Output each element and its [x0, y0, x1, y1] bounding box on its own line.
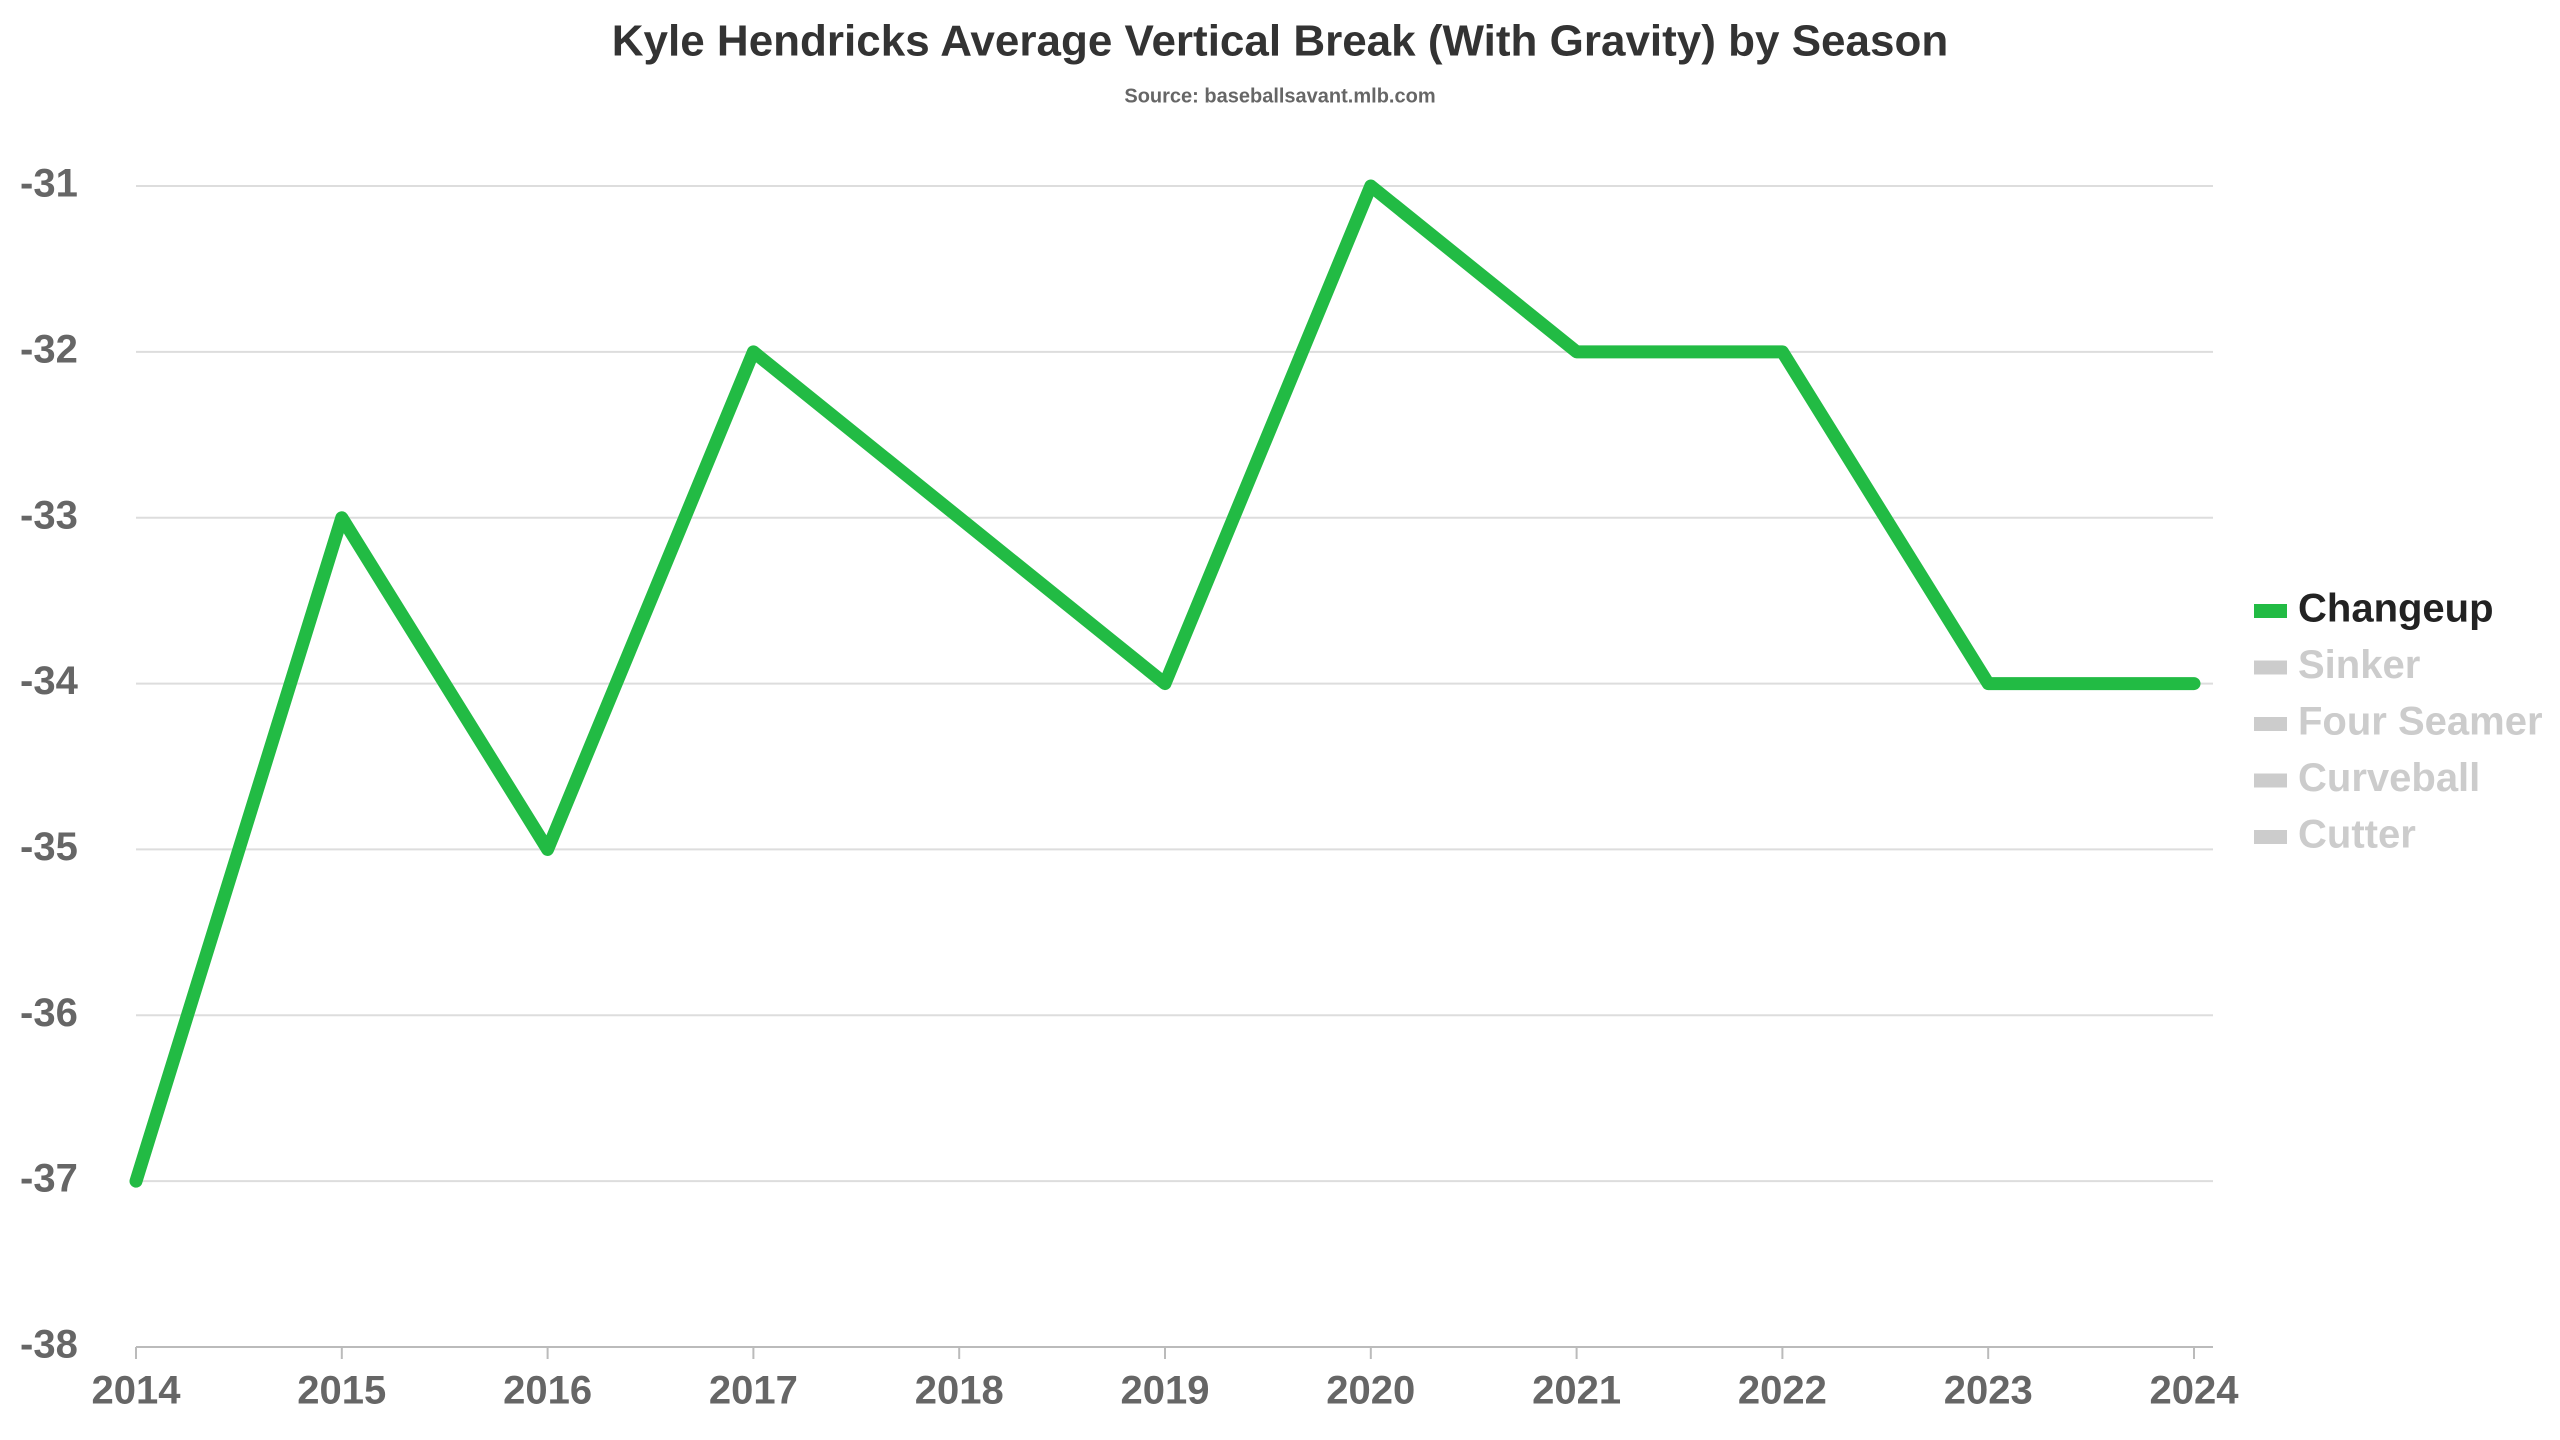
x-tick-label: 2016 — [503, 1369, 592, 1413]
x-tick-label: 2018 — [915, 1369, 1004, 1413]
x-tick-label: 2014 — [92, 1369, 182, 1413]
legend-label: Four Seamer — [2298, 700, 2543, 744]
x-tick-label: 2021 — [1532, 1369, 1621, 1413]
legend-swatch — [2254, 660, 2287, 675]
legend-label: Curveball — [2298, 756, 2480, 800]
x-tick-label: 2017 — [709, 1369, 798, 1413]
y-tick-label: -31 — [20, 162, 78, 206]
x-tick-label: 2015 — [297, 1369, 386, 1413]
x-tick-label: 2020 — [1326, 1369, 1415, 1413]
y-tick-label: -35 — [20, 825, 78, 869]
legend-swatch — [2254, 773, 2287, 788]
legend-swatch — [2254, 717, 2287, 731]
series-line — [129, 179, 2201, 1188]
y-tick-label: -36 — [20, 991, 78, 1035]
legend-label: Cutter — [2298, 813, 2416, 857]
y-tick-label: -33 — [20, 493, 78, 537]
legend-label: Sinker — [2298, 643, 2420, 687]
x-tick-label: 2022 — [1738, 1369, 1827, 1413]
chart-subtitle: Source: baseballsavant.mlb.com — [1124, 85, 1435, 107]
x-tick-label: 2023 — [1944, 1369, 2033, 1413]
legend-swatch — [2254, 830, 2287, 844]
y-tick-label: -34 — [20, 659, 79, 703]
chart-title: Kyle Hendricks Average Vertical Break (W… — [612, 17, 1948, 66]
y-tick-label: -38 — [20, 1323, 78, 1367]
legend-label: Changeup — [2298, 587, 2494, 631]
y-tick-label: -32 — [20, 327, 78, 371]
y-tick-label: -37 — [20, 1157, 78, 1201]
x-tick-label: 2019 — [1121, 1369, 1210, 1413]
legend-swatch — [2254, 604, 2287, 618]
x-tick-label: 2024 — [2150, 1369, 2240, 1413]
